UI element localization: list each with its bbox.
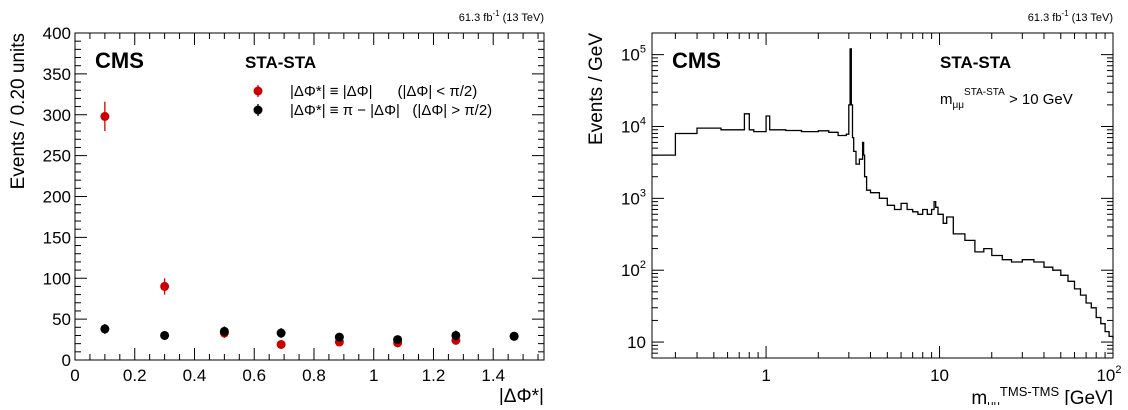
- right-y-tick-base: 10: [621, 117, 640, 136]
- mass-spectrum-histogram: [652, 48, 1114, 340]
- left-y-axis-label: Events / 0.20 units: [8, 33, 29, 189]
- data-point: [276, 339, 286, 349]
- right-x-axis-sub: μμ: [987, 399, 1000, 405]
- data-point: [334, 332, 344, 342]
- right-y-tick-base: 10: [627, 333, 646, 352]
- left-y-tick-label: 50: [52, 310, 71, 329]
- data-point: [219, 326, 229, 336]
- lumi-unit-sup: -1: [1061, 9, 1069, 18]
- mass-cut-value: > 10 GeV: [1005, 91, 1073, 108]
- left-y-tick-label: 150: [43, 228, 71, 247]
- cms-label: CMS: [95, 48, 144, 73]
- data-point: [451, 330, 461, 340]
- legend-marker: [253, 86, 263, 96]
- right-x-axis-var: m: [971, 388, 987, 405]
- legend-entry-label: |ΔΦ*| ≡ π − |ΔΦ| (|ΔΦ| > π/2): [290, 102, 492, 119]
- left-x-axis-label: |ΔΦ*|: [499, 386, 544, 405]
- energy-label: (13 TeV): [1069, 12, 1113, 24]
- right-x-axis-unit: [GeV]: [1059, 388, 1113, 405]
- left-y-tick-label: 200: [43, 188, 71, 207]
- right-y-tick-exp: 5: [640, 44, 646, 56]
- right-y-tick-label: 104: [621, 115, 646, 136]
- left-x-tick-label: 0.4: [183, 366, 207, 385]
- left-y-tick-label: 100: [43, 269, 71, 288]
- right-y-tick-label: 103: [621, 187, 646, 208]
- cms-label: CMS: [672, 48, 721, 73]
- right-x-tick-exp: 2: [1115, 364, 1121, 376]
- left-y-tick-label: 400: [43, 24, 71, 43]
- right-plot-frame: [651, 32, 1114, 359]
- right-y-tick-exp: 4: [640, 115, 646, 127]
- lumi-unit-sup: -1: [492, 9, 500, 18]
- data-point: [160, 281, 170, 291]
- right-y-tick-exp: 3: [640, 187, 646, 199]
- right-x-tick-label: 10: [930, 366, 949, 385]
- data-point: [393, 335, 403, 345]
- selection-label: STA-STA: [245, 53, 316, 72]
- left-x-tick-label: 0: [70, 366, 79, 385]
- left-x-tick-label: 0.8: [302, 366, 326, 385]
- data-point: [509, 331, 519, 341]
- right-x-axis-label: mμμTMS-TMS [GeV]: [971, 384, 1113, 405]
- mass-cut-sup: STA-STA: [964, 87, 1005, 98]
- data-point: [160, 330, 170, 340]
- left-y-tick-label: 250: [43, 147, 71, 166]
- right-y-tick-label: 10: [627, 333, 646, 352]
- legend-entry-label: |ΔΦ*| ≡ |ΔΦ| (|ΔΦ| < π/2): [290, 83, 477, 100]
- right-y-tick-label: 102: [621, 259, 646, 280]
- lumi-value: 61.3 fb: [1028, 12, 1062, 24]
- lumi-label: 61.3 fb-1 (13 TeV): [459, 9, 544, 24]
- data-point: [276, 328, 286, 338]
- legend-marker: [253, 105, 263, 115]
- left-y-tick-label: 350: [43, 65, 71, 84]
- selection-label: STA-STA: [940, 53, 1011, 72]
- lumi-value: 61.3 fb: [459, 12, 493, 24]
- left-x-tick-label: 0.6: [242, 366, 266, 385]
- mass-cut-sub: μμ: [953, 100, 965, 111]
- right-x-tick-base: 10: [1096, 366, 1115, 385]
- mass-cut-var: m: [940, 91, 953, 108]
- right-y-tick-label: 105: [621, 44, 646, 65]
- energy-label: (13 TeV): [500, 12, 544, 24]
- left-x-tick-label: 0.2: [123, 366, 147, 385]
- right-y-tick-base: 10: [621, 261, 640, 280]
- left-x-tick-label: 1: [369, 366, 378, 385]
- right-x-tick-label: 1: [761, 366, 770, 385]
- left-x-tick-label: 1.4: [481, 366, 505, 385]
- right-y-tick-exp: 2: [640, 259, 646, 271]
- right-y-tick-base: 10: [621, 189, 640, 208]
- right-x-tick-label: 102: [1096, 364, 1121, 385]
- mass-cut-label: mμμ STA-STA > 10 GeV: [940, 87, 1073, 111]
- data-point: [100, 324, 110, 334]
- right-y-tick-base: 10: [621, 46, 640, 65]
- right-x-axis-sup: TMS-TMS: [1000, 384, 1060, 399]
- left-y-tick-label: 300: [43, 106, 71, 125]
- left-y-tick-label: 0: [62, 351, 71, 370]
- left-x-tick-label: 1.2: [422, 366, 446, 385]
- data-point: [100, 111, 110, 121]
- lumi-label: 61.3 fb-1 (13 TeV): [1028, 9, 1113, 24]
- right-y-axis-label: Events / GeV: [586, 33, 607, 145]
